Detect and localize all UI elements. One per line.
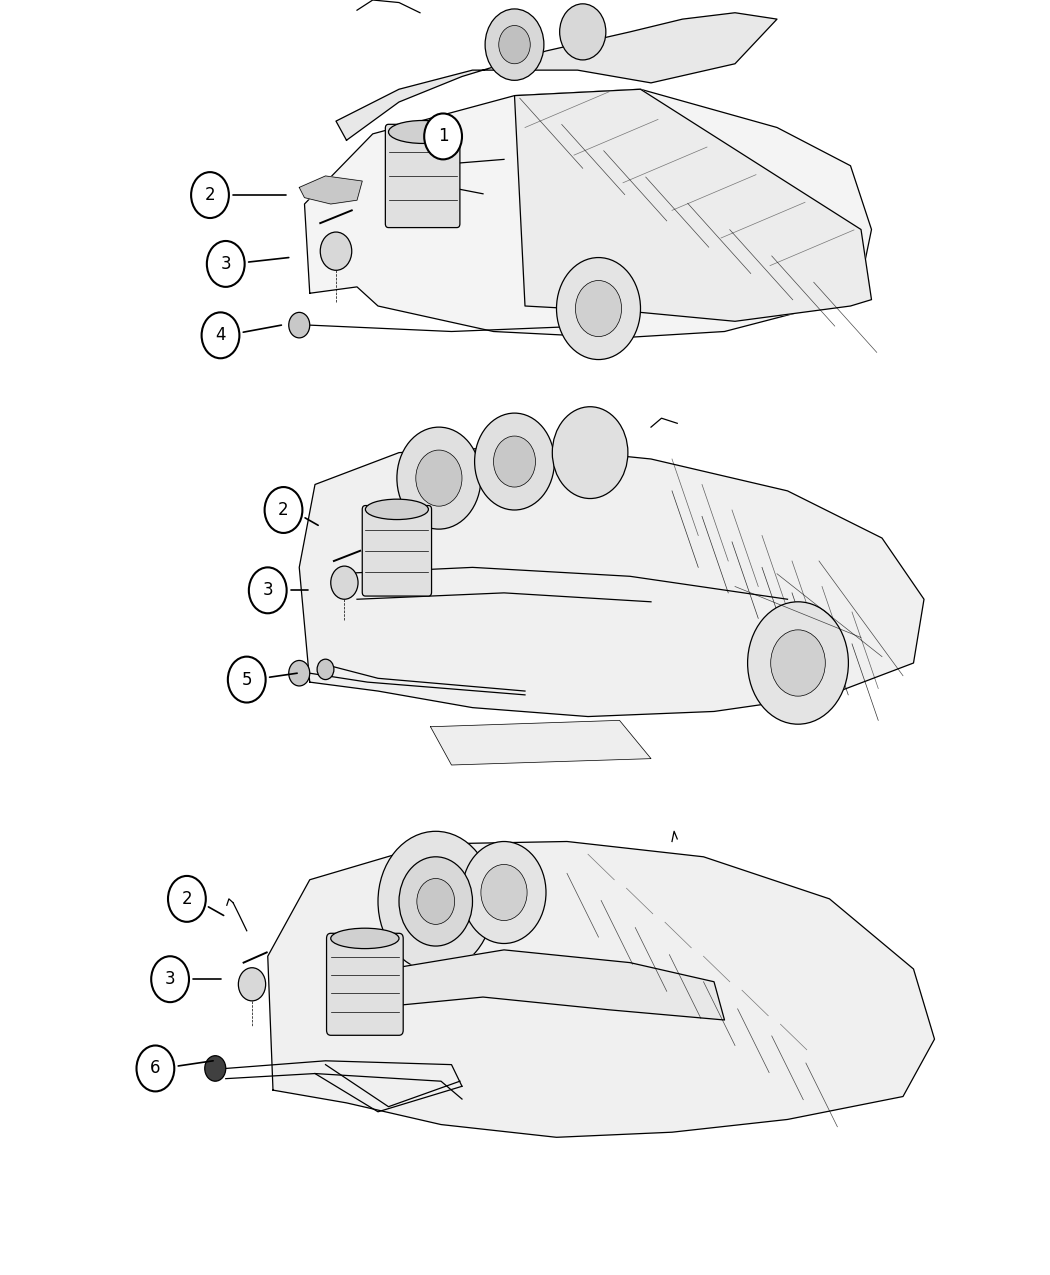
Circle shape — [499, 26, 530, 64]
Circle shape — [485, 9, 544, 80]
Polygon shape — [378, 950, 724, 1020]
Circle shape — [317, 659, 334, 680]
Circle shape — [399, 857, 472, 946]
Circle shape — [748, 602, 848, 724]
Circle shape — [202, 312, 239, 358]
Circle shape — [416, 450, 462, 506]
FancyBboxPatch shape — [385, 125, 460, 228]
Text: 2: 2 — [205, 186, 215, 204]
Circle shape — [556, 258, 640, 360]
FancyBboxPatch shape — [327, 933, 403, 1035]
Text: 3: 3 — [262, 581, 273, 599]
Circle shape — [238, 968, 266, 1001]
Circle shape — [424, 113, 462, 159]
Text: 4: 4 — [215, 326, 226, 344]
Circle shape — [378, 831, 494, 972]
Circle shape — [136, 1046, 174, 1091]
Circle shape — [289, 660, 310, 686]
Circle shape — [462, 842, 546, 944]
Circle shape — [552, 407, 628, 499]
Circle shape — [494, 436, 536, 487]
Circle shape — [249, 567, 287, 613]
Polygon shape — [299, 176, 362, 204]
Circle shape — [771, 630, 825, 696]
Polygon shape — [268, 842, 934, 1137]
FancyBboxPatch shape — [362, 506, 432, 597]
Circle shape — [575, 280, 622, 337]
Ellipse shape — [331, 928, 399, 949]
Ellipse shape — [388, 121, 457, 144]
Ellipse shape — [365, 500, 428, 520]
Circle shape — [417, 878, 455, 924]
Text: 2: 2 — [182, 890, 192, 908]
Text: 1: 1 — [438, 128, 448, 145]
Circle shape — [205, 1056, 226, 1081]
Polygon shape — [336, 13, 777, 140]
Circle shape — [228, 657, 266, 703]
Circle shape — [168, 876, 206, 922]
Circle shape — [481, 864, 527, 921]
Text: 5: 5 — [242, 671, 252, 688]
Polygon shape — [430, 720, 651, 765]
Polygon shape — [514, 89, 872, 321]
Polygon shape — [304, 89, 872, 338]
Polygon shape — [299, 446, 924, 717]
Circle shape — [265, 487, 302, 533]
Circle shape — [320, 232, 352, 270]
Circle shape — [289, 312, 310, 338]
Circle shape — [475, 413, 554, 510]
Circle shape — [331, 566, 358, 599]
Circle shape — [191, 172, 229, 218]
Circle shape — [397, 427, 481, 529]
Text: 2: 2 — [278, 501, 289, 519]
Circle shape — [207, 241, 245, 287]
Text: 3: 3 — [220, 255, 231, 273]
Text: 6: 6 — [150, 1060, 161, 1077]
Circle shape — [151, 956, 189, 1002]
Circle shape — [560, 4, 606, 60]
Text: 3: 3 — [165, 970, 175, 988]
